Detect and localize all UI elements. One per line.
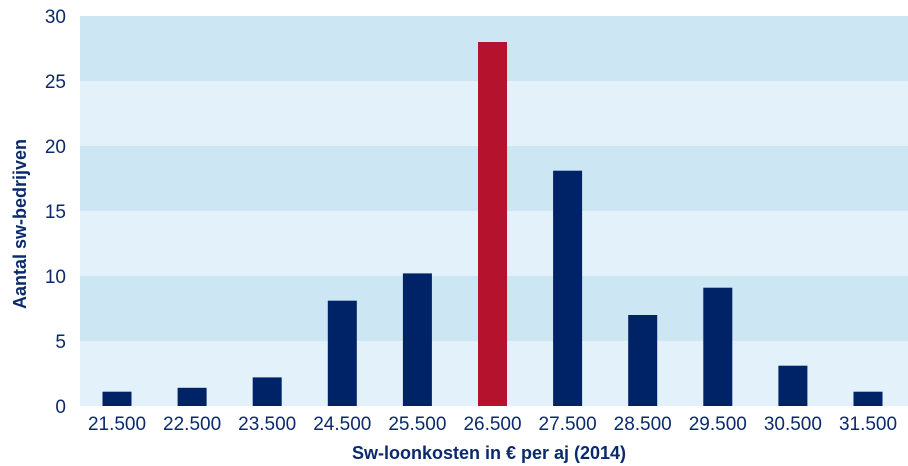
y-tick-label: 25 bbox=[45, 72, 66, 93]
x-tick-label: 26.500 bbox=[463, 414, 521, 435]
y-tick-label: 5 bbox=[55, 332, 66, 353]
bar bbox=[778, 365, 808, 406]
bar bbox=[102, 391, 132, 406]
x-tick-label: 28.500 bbox=[614, 414, 672, 435]
x-tick-label: 29.500 bbox=[689, 414, 747, 435]
bar bbox=[177, 387, 207, 406]
x-tick-label: 23.500 bbox=[238, 414, 296, 435]
x-tick-label: 27.500 bbox=[539, 414, 597, 435]
bar bbox=[327, 300, 357, 406]
bar bbox=[402, 273, 432, 406]
y-tick-label: 10 bbox=[45, 267, 66, 288]
bar bbox=[252, 377, 282, 406]
bars bbox=[102, 42, 883, 406]
x-axis-ticks: 21.500 22.500 23.500 24.500 25.500 26.500 27.5… bbox=[88, 414, 897, 435]
x-tick-label: 21.500 bbox=[88, 414, 146, 435]
y-axis-title: Aantal sw-bedrijven bbox=[10, 139, 30, 309]
bar bbox=[703, 287, 733, 406]
x-tick-label: 31.500 bbox=[839, 414, 897, 435]
y-tick-label: 0 bbox=[55, 397, 66, 418]
bar bbox=[853, 391, 883, 406]
y-tick-label: 20 bbox=[45, 137, 66, 158]
y-axis-ticks: 0 5 10 15 20 25 30 bbox=[45, 7, 66, 418]
bar bbox=[553, 170, 583, 406]
y-tick-label: 30 bbox=[45, 7, 66, 28]
bar-highlighted bbox=[478, 42, 507, 406]
x-axis-title: Sw-loonkosten in € per aj (2014) bbox=[352, 443, 626, 463]
x-tick-label: 30.500 bbox=[764, 414, 822, 435]
x-tick-label: 24.500 bbox=[313, 414, 371, 435]
x-tick-label: 22.500 bbox=[163, 414, 221, 435]
bar bbox=[628, 315, 658, 406]
x-tick-label: 25.500 bbox=[388, 414, 446, 435]
y-tick-label: 15 bbox=[45, 202, 66, 223]
